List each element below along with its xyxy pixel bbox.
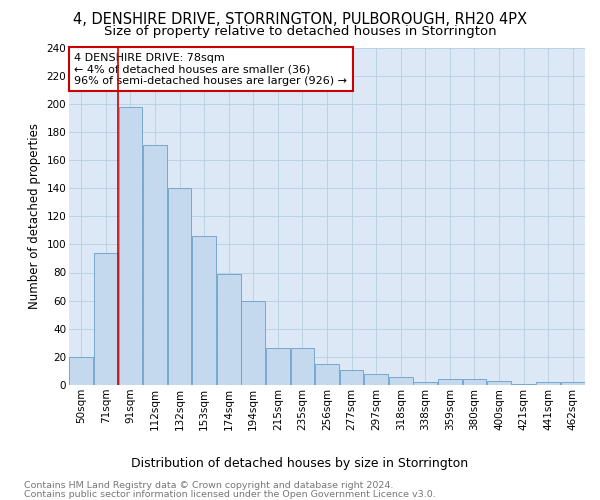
- Text: Contains public sector information licensed under the Open Government Licence v3: Contains public sector information licen…: [24, 490, 436, 499]
- Bar: [561, 382, 584, 385]
- Bar: [290, 348, 314, 385]
- Bar: [192, 236, 216, 385]
- Y-axis label: Number of detached properties: Number of detached properties: [28, 123, 41, 309]
- Bar: [364, 374, 388, 385]
- Bar: [94, 253, 118, 385]
- Bar: [536, 382, 560, 385]
- Text: 4, DENSHIRE DRIVE, STORRINGTON, PULBOROUGH, RH20 4PX: 4, DENSHIRE DRIVE, STORRINGTON, PULBOROU…: [73, 12, 527, 28]
- Bar: [389, 376, 413, 385]
- Bar: [463, 380, 487, 385]
- Bar: [119, 106, 142, 385]
- Bar: [143, 144, 167, 385]
- Bar: [487, 381, 511, 385]
- Bar: [241, 300, 265, 385]
- Bar: [217, 274, 241, 385]
- Bar: [413, 382, 437, 385]
- Text: Contains HM Land Registry data © Crown copyright and database right 2024.: Contains HM Land Registry data © Crown c…: [24, 481, 394, 490]
- Bar: [266, 348, 290, 385]
- Bar: [512, 384, 535, 385]
- Bar: [167, 188, 191, 385]
- Text: Size of property relative to detached houses in Storrington: Size of property relative to detached ho…: [104, 25, 496, 38]
- Bar: [340, 370, 364, 385]
- Text: 4 DENSHIRE DRIVE: 78sqm
← 4% of detached houses are smaller (36)
96% of semi-det: 4 DENSHIRE DRIVE: 78sqm ← 4% of detached…: [74, 52, 347, 86]
- Bar: [438, 380, 462, 385]
- Bar: [315, 364, 339, 385]
- Bar: [70, 357, 93, 385]
- Text: Distribution of detached houses by size in Storrington: Distribution of detached houses by size …: [131, 458, 469, 470]
